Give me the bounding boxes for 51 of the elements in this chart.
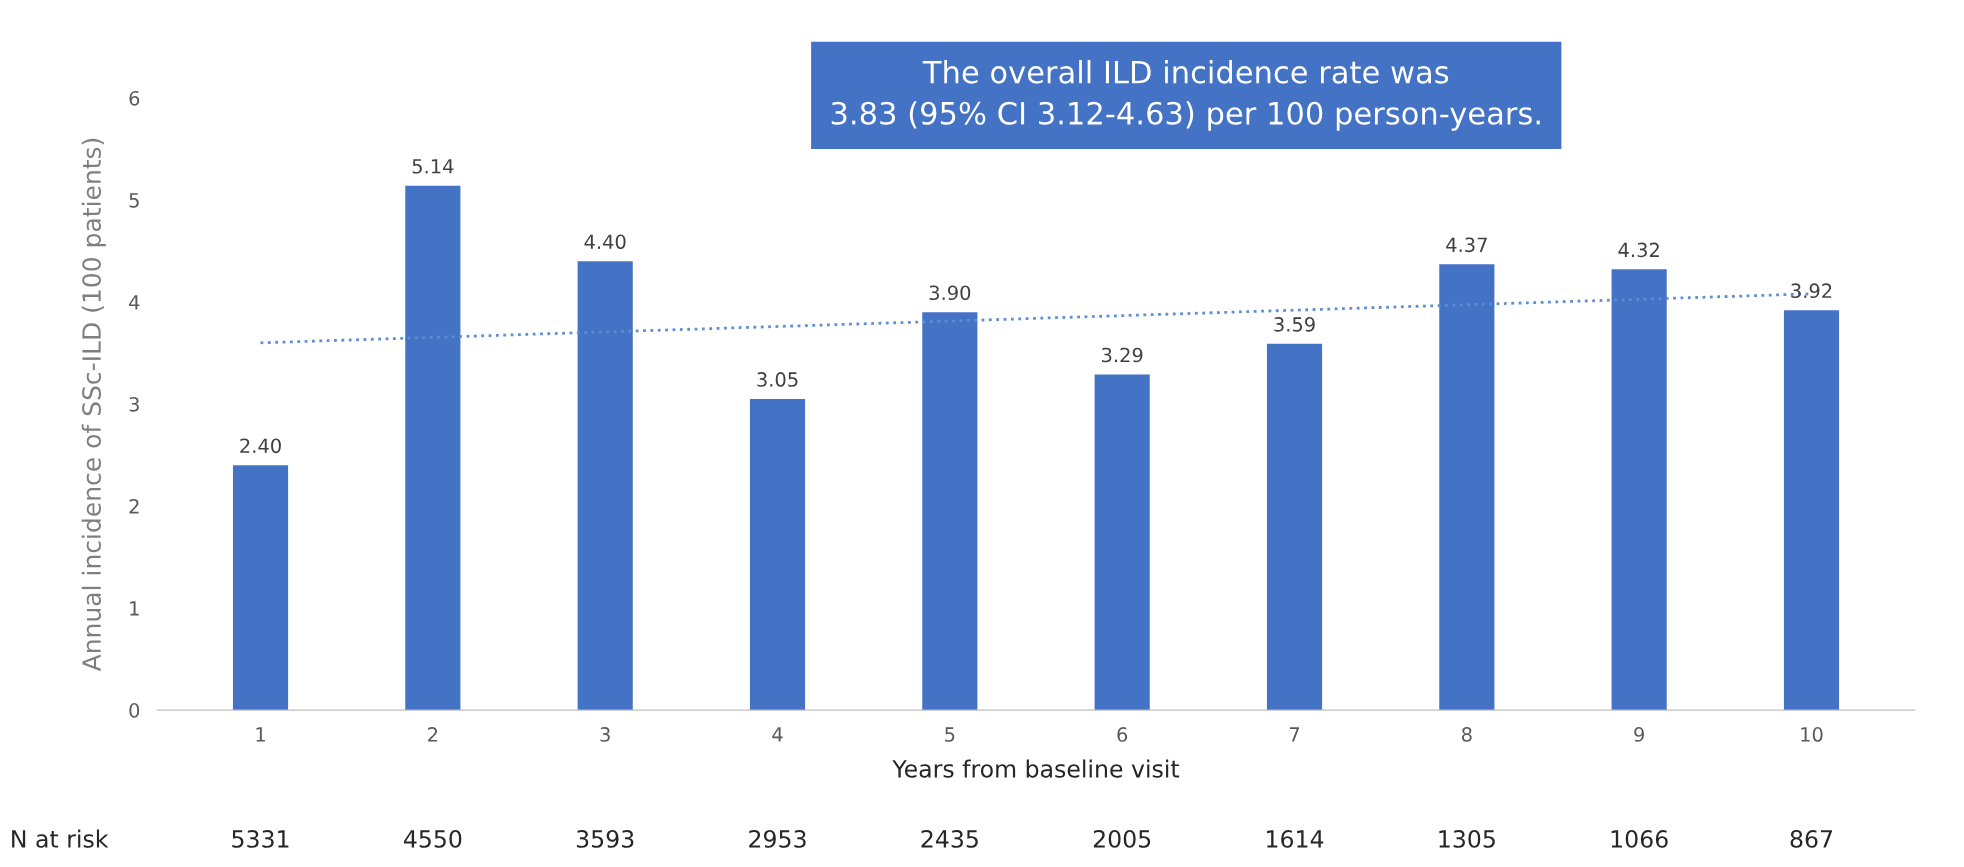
bar <box>232 465 289 711</box>
x-tick-label: 2 <box>428 727 438 742</box>
data-label: 3.92 <box>1791 283 1832 299</box>
bar <box>1611 269 1667 711</box>
y-tick-label: 6 <box>129 90 140 106</box>
text: N at risk <box>12 829 109 848</box>
x-tick-label: 5 <box>945 727 955 742</box>
y-tick-label: 4 <box>129 295 140 310</box>
y-tick-label: 0 <box>129 703 140 718</box>
bar <box>1783 310 1840 711</box>
text: 1066 <box>1611 829 1668 848</box>
x-tick-label: 8 <box>1461 727 1472 742</box>
text: 2435 <box>921 829 978 848</box>
text: 867 <box>1790 829 1833 848</box>
x-tick-label: 10 <box>1801 727 1823 742</box>
y-tick-label: 2 <box>129 498 139 514</box>
x-tick-label: 9 <box>1634 727 1644 742</box>
bar <box>1439 264 1495 711</box>
annotation: The overall ILD incidence rate was 3.83 (95% CI 3.12-4.63) per 100 person-years. <box>831 59 1540 131</box>
x-axis-title: Years from baseline visit <box>892 759 1180 778</box>
x-tick-label: 3 <box>600 727 610 742</box>
data-label: 3.90 <box>929 285 971 301</box>
text: 1305 <box>1439 829 1495 848</box>
bar <box>1266 343 1323 711</box>
text: 3593 <box>576 829 634 848</box>
data-label: 3.29 <box>1102 347 1143 363</box>
text: 4550 <box>403 829 462 848</box>
data-label: 4.32 <box>1618 242 1659 258</box>
text: 1614 <box>1267 829 1324 848</box>
y-axis-title: Annual incidence of SSc-ILD (100 patients) <box>81 138 106 672</box>
bar <box>577 261 633 711</box>
text: 2005 <box>1093 829 1151 848</box>
text: 5331 <box>232 829 289 848</box>
bar <box>922 312 978 711</box>
x-tick-label: 7 <box>1289 727 1300 742</box>
x-tick-label: 6 <box>1117 727 1128 742</box>
bar <box>1094 374 1150 711</box>
y-tick-label: 1 <box>130 601 139 616</box>
data-label: 2.40 <box>240 438 281 454</box>
data-label: 3.05 <box>757 372 798 387</box>
data-label: 4.40 <box>584 234 626 250</box>
x-tick-label: 4 <box>772 727 783 742</box>
y-tick-label: 3 <box>129 396 139 412</box>
y-tick-label: 5 <box>129 193 139 208</box>
data-label: 4.37 <box>1446 237 1487 253</box>
data-label: 3.59 <box>1274 317 1315 332</box>
data-label: 5.14 <box>412 159 454 174</box>
bar <box>405 185 461 711</box>
x-tick-label: 1 <box>256 727 265 742</box>
text: 2953 <box>749 829 806 848</box>
bar <box>749 398 806 711</box>
